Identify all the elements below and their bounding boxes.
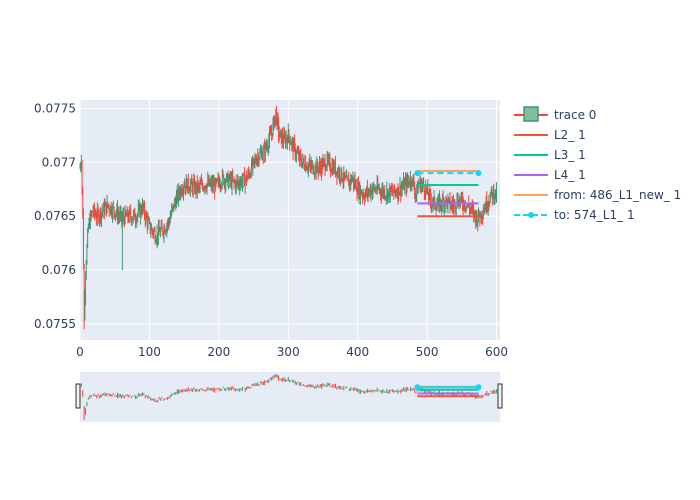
x-tick-label: 100 bbox=[138, 345, 161, 359]
range-slider-right-handle[interactable] bbox=[497, 383, 503, 409]
level-lines bbox=[414, 170, 482, 218]
range-slider[interactable] bbox=[75, 372, 503, 422]
slider-level-marker bbox=[475, 384, 482, 391]
legend-marker-icon bbox=[528, 212, 534, 218]
y-tick-label: 0.0775 bbox=[34, 102, 76, 116]
x-tick-label: 200 bbox=[207, 345, 230, 359]
legend-label: from: 486_L1_new_ 1 bbox=[554, 188, 681, 202]
legend-label: trace 0 bbox=[554, 108, 596, 122]
y-tick-label: 0.0755 bbox=[34, 317, 76, 331]
legend-item[interactable]: from: 486_L1_new_ 1 bbox=[514, 188, 681, 202]
legend-item[interactable]: L2_ 1 bbox=[514, 128, 586, 142]
range-slider-left-handle[interactable] bbox=[75, 383, 81, 409]
slider-level-marker bbox=[414, 384, 421, 391]
x-tick-label: 600 bbox=[485, 345, 508, 359]
legend-item[interactable]: L3_ 1 bbox=[514, 148, 586, 162]
x-tick-label: 400 bbox=[346, 345, 369, 359]
legend-label: L2_ 1 bbox=[554, 128, 586, 142]
y-tick-label: 0.076 bbox=[42, 263, 76, 277]
legend-item[interactable]: to: 574_L1_ 1 bbox=[514, 208, 635, 222]
x-tick-label: 0 bbox=[76, 345, 84, 359]
legend-item[interactable]: trace 0 bbox=[514, 106, 596, 122]
y-tick-label: 0.077 bbox=[42, 155, 76, 169]
legend-label: L3_ 1 bbox=[554, 148, 586, 162]
x-tick-label: 500 bbox=[416, 345, 439, 359]
legend: trace 0 L2_ 1 L3_ 1 L4_ 1 from: 486_L1_new_ … bbox=[514, 106, 681, 222]
range-slider-level-lines bbox=[414, 384, 482, 398]
legend-label: L4_ 1 bbox=[554, 168, 586, 182]
y-tick-label: 0.0765 bbox=[34, 209, 76, 223]
x-tick-label: 300 bbox=[277, 345, 300, 359]
legend-item[interactable]: L4_ 1 bbox=[514, 168, 586, 182]
y-axis-ticks: 0.0755 0.076 0.0765 0.077 0.0775 bbox=[34, 102, 76, 331]
legend-label: to: 574_L1_ 1 bbox=[554, 208, 635, 222]
legend-candle-icon bbox=[523, 106, 539, 122]
candlestick-series bbox=[79, 105, 498, 330]
level-marker bbox=[475, 170, 482, 177]
x-axis-ticks: 0 100 200 300 400 500 600 bbox=[76, 345, 508, 359]
level-marker bbox=[414, 170, 421, 177]
